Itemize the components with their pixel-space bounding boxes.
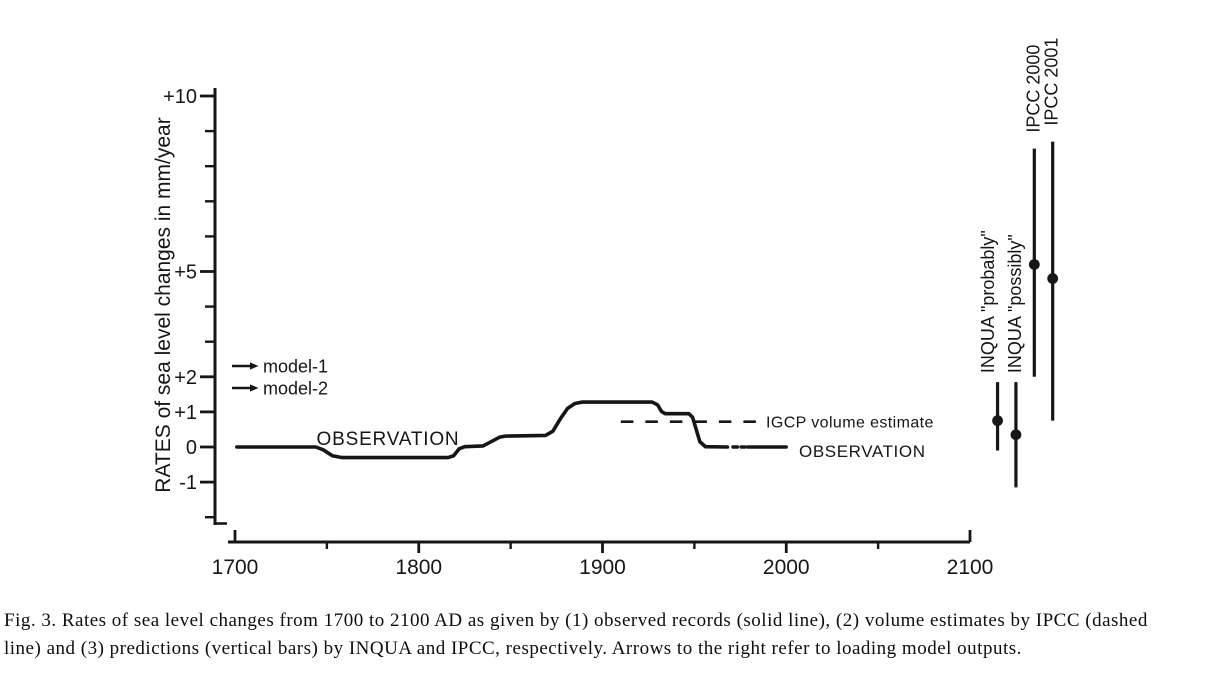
y-tick-label: +1 — [174, 402, 197, 424]
y-tick-label: +10 — [163, 86, 197, 108]
y-tick-label: 0 — [186, 437, 197, 459]
y-tick-label: +2 — [174, 367, 197, 389]
prediction-label: IPCC 2000 — [1023, 45, 1043, 133]
prediction-label: INQUA "probably" — [978, 230, 998, 373]
x-tick-label: 1900 — [579, 556, 626, 579]
observation-label-right: OBSERVATION — [799, 442, 926, 461]
x-tick-label: 2000 — [763, 556, 810, 579]
observed-line — [235, 400, 730, 460]
prediction-best-dot — [1028, 259, 1040, 270]
prediction-label: IPCC 2001 — [1042, 38, 1062, 126]
chart-area: +10 +5 +2 +1 0 -1 RATES of sea level changes i… — [152, 38, 1062, 579]
igcp-label: IGCP volume estimate — [766, 415, 934, 432]
legend-item-label: model-2 — [263, 379, 328, 399]
x-tick-label: 2100 — [947, 556, 994, 579]
observation-label-mid: OBSERVATION — [317, 429, 460, 450]
prediction-label: INQUA "possibly" — [1005, 234, 1025, 373]
prediction-best-dot — [1010, 429, 1022, 441]
figure-caption: Fig. 3. Rates of sea level changes from … — [4, 607, 1225, 663]
legend-item-label: model-1 — [263, 357, 328, 377]
x-tick-label: 1800 — [395, 556, 442, 579]
y-tick-label: -1 — [179, 472, 197, 494]
caption-line-1: Fig. 3. Rates of sea level changes from … — [4, 610, 1148, 631]
caption-line-2: line) and (3) predictions (vertical bars… — [4, 638, 1022, 659]
y-tick-label: +5 — [174, 262, 197, 284]
prediction-best-dot — [992, 415, 1003, 427]
right-arrow-icon — [250, 362, 259, 370]
prediction-best-dot — [1047, 273, 1059, 284]
y-axis-title: RATES of sea level changes in mm/year — [152, 117, 175, 492]
x-tick-label: 1700 — [212, 556, 259, 579]
right-arrow-icon — [250, 384, 259, 392]
